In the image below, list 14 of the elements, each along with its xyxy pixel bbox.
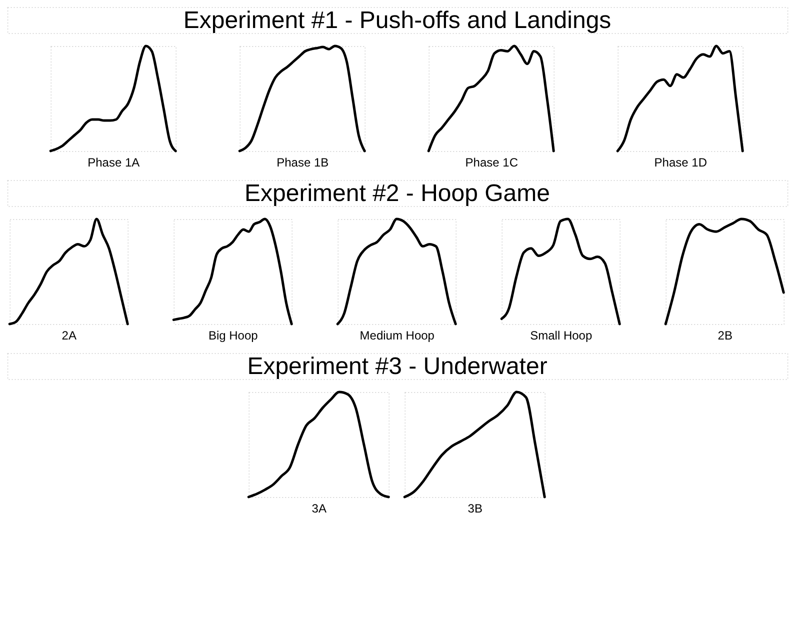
x-axis-title: Big Hoop [208, 328, 258, 342]
x-axis-title: 2B [718, 328, 732, 342]
x-axis-title: Small Hoop [530, 328, 592, 342]
x-axis-title: Phase 1A [88, 156, 140, 170]
x-axis-title: Phase 1B [276, 156, 329, 170]
text: Experiment #3 - Underwater [247, 353, 548, 380]
x-axis-title: 3A [312, 502, 326, 516]
x-axis-title: Medium Hoop [360, 328, 435, 342]
x-axis-title: 3B [468, 502, 482, 516]
text: Experiment #2 - Hoop Game [244, 180, 550, 207]
x-axis-title: Phase 1D [654, 156, 708, 170]
x-axis-title: 2A [62, 328, 76, 342]
text: Experiment #1 - Push-offs and Landings [183, 7, 612, 34]
x-axis-title: Phase 1C [465, 156, 518, 170]
